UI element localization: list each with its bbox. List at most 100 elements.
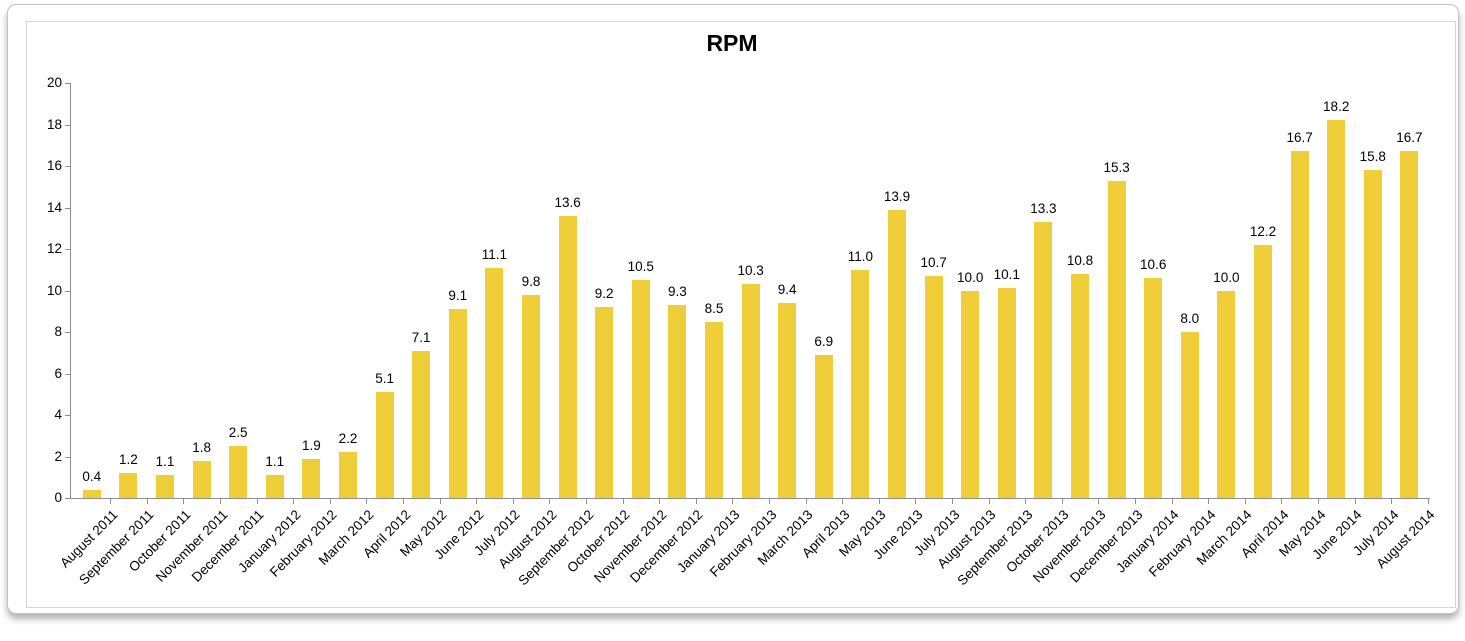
bar-value-label: 1.1 bbox=[155, 454, 175, 470]
bar-value-label: 11.0 bbox=[847, 248, 874, 264]
y-axis bbox=[70, 83, 71, 499]
bar-value-label: 16.7 bbox=[1286, 130, 1313, 146]
bar-value-label: 2.2 bbox=[338, 431, 358, 447]
y-tick-label: 4 bbox=[54, 407, 62, 422]
x-tick-label: August 2011 bbox=[56, 507, 121, 571]
x-tick bbox=[1134, 499, 1136, 504]
bar bbox=[1034, 222, 1053, 498]
x-tick bbox=[585, 499, 587, 504]
y-tick-label: 8 bbox=[54, 324, 62, 339]
bar bbox=[1071, 273, 1089, 498]
chart-title: RPM bbox=[706, 30, 758, 56]
x-tick bbox=[293, 499, 295, 504]
bar-value-label: 5.1 bbox=[375, 371, 394, 387]
bar-value-label: 18.2 bbox=[1323, 99, 1350, 115]
x-tick bbox=[1354, 499, 1356, 504]
bar-value-label: 9.3 bbox=[668, 284, 687, 300]
x-tick bbox=[695, 499, 697, 504]
x-tick bbox=[146, 499, 148, 504]
x-tick bbox=[805, 499, 807, 504]
y-tick-label: 0 bbox=[54, 490, 62, 505]
bar bbox=[851, 269, 870, 498]
x-tick bbox=[1391, 499, 1393, 504]
bar-value-label: 15.3 bbox=[1103, 159, 1130, 175]
x-tick bbox=[1427, 499, 1429, 504]
bar bbox=[741, 284, 760, 498]
x-tick bbox=[1171, 499, 1173, 504]
bar-value-label: 10.6 bbox=[1140, 257, 1167, 273]
bar-value-label: 7.1 bbox=[411, 329, 431, 345]
x-tick bbox=[476, 499, 478, 504]
x-tick bbox=[1281, 499, 1283, 504]
y-tick bbox=[65, 249, 70, 250]
x-tick bbox=[512, 499, 514, 504]
bar bbox=[705, 321, 723, 498]
y-tick bbox=[65, 124, 70, 126]
bar-value-label: 13.3 bbox=[1030, 201, 1057, 217]
y-tick bbox=[65, 290, 70, 292]
y-tick bbox=[65, 415, 70, 416]
bar-value-label: 2.5 bbox=[228, 425, 248, 441]
bar bbox=[1400, 151, 1419, 498]
x-tick bbox=[549, 499, 551, 504]
bar bbox=[1180, 332, 1199, 498]
x-tick bbox=[768, 499, 770, 504]
bar bbox=[119, 473, 138, 498]
bar-value-label: 10.8 bbox=[1066, 252, 1094, 268]
bar bbox=[997, 288, 1016, 498]
bar bbox=[888, 209, 906, 498]
y-tick-label: 16 bbox=[46, 158, 62, 173]
y-tick-label: 2 bbox=[54, 448, 62, 464]
x-tick bbox=[329, 499, 331, 504]
bar-value-label: 1.8 bbox=[192, 439, 211, 455]
x-tick bbox=[219, 499, 221, 504]
x-tick bbox=[183, 499, 185, 504]
bar bbox=[558, 215, 577, 498]
bar-value-label: 9.1 bbox=[448, 288, 468, 304]
bar bbox=[229, 446, 248, 498]
bar-value-label: 16.7 bbox=[1396, 130, 1423, 146]
bar-value-label: 10.5 bbox=[627, 259, 654, 275]
bar bbox=[448, 309, 467, 498]
bar-value-label: 11.1 bbox=[481, 246, 508, 262]
x-tick bbox=[1025, 499, 1027, 504]
bar bbox=[1144, 278, 1163, 498]
y-tick bbox=[65, 332, 70, 333]
y-tick bbox=[65, 166, 70, 167]
y-tick-label: 20 bbox=[46, 75, 62, 90]
bar-value-label: 9.4 bbox=[777, 281, 797, 297]
x-tick bbox=[439, 499, 441, 504]
bar bbox=[1363, 170, 1382, 498]
bar bbox=[302, 458, 321, 498]
bar-value-label: 10.0 bbox=[1213, 269, 1240, 285]
x-tick bbox=[366, 499, 368, 504]
bar-value-label: 1.1 bbox=[265, 454, 285, 470]
bar bbox=[814, 354, 833, 498]
bar bbox=[412, 350, 431, 498]
y-tick-label: 14 bbox=[46, 199, 62, 215]
bar bbox=[339, 452, 357, 498]
bar bbox=[485, 267, 504, 498]
bar-value-label: 13.9 bbox=[883, 188, 911, 204]
bar-value-label: 1.9 bbox=[302, 437, 321, 453]
x-axis bbox=[70, 498, 1430, 499]
bar bbox=[924, 275, 943, 498]
x-tick bbox=[402, 499, 404, 504]
x-tick bbox=[1208, 499, 1210, 504]
bar bbox=[82, 489, 101, 498]
bar-value-label: 9.2 bbox=[594, 286, 614, 302]
x-tick bbox=[1061, 499, 1063, 504]
x-tick bbox=[1244, 499, 1246, 504]
y-tick bbox=[65, 456, 70, 458]
bar bbox=[1290, 151, 1309, 498]
x-tick bbox=[988, 499, 990, 504]
x-tick bbox=[951, 499, 953, 504]
bar-value-label: 8.5 bbox=[704, 300, 724, 316]
y-tick bbox=[65, 373, 70, 375]
chart-card bbox=[7, 4, 1459, 614]
bar bbox=[631, 280, 650, 498]
x-tick bbox=[915, 499, 917, 504]
x-tick bbox=[110, 499, 112, 504]
bar bbox=[265, 475, 284, 498]
bar bbox=[192, 460, 211, 498]
